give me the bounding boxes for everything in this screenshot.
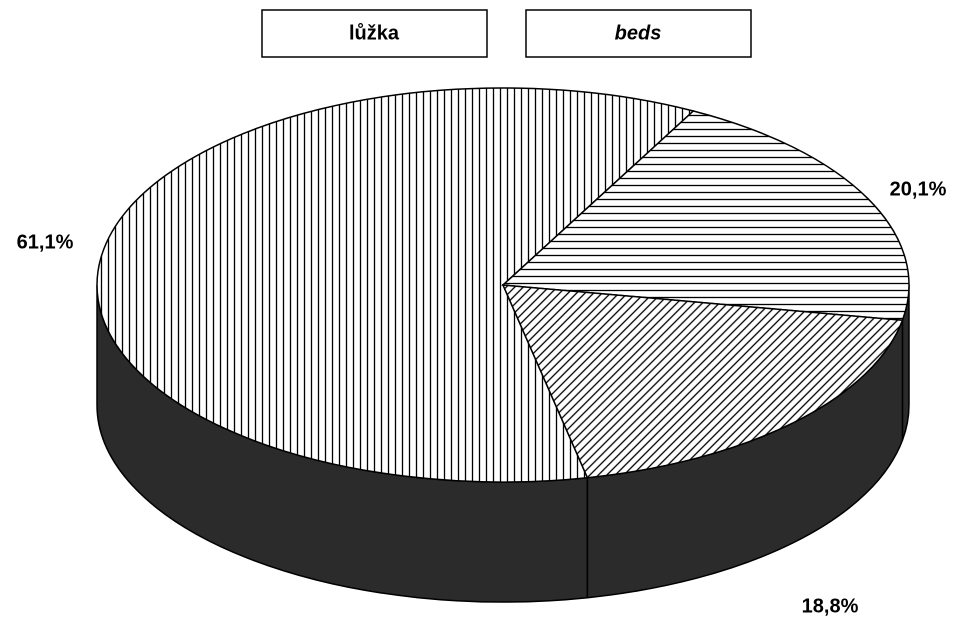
chart-title: lůžka [349, 22, 400, 44]
data-label: 18,8% [802, 595, 859, 617]
pie-slice [501, 110, 910, 322]
chart-subtitle: beds [615, 22, 662, 44]
data-label: 20,1% [890, 178, 947, 200]
pie-slice [96, 87, 695, 483]
data-label: 61,1% [17, 231, 74, 253]
pie-slice [501, 284, 904, 479]
title-box [261, 9, 488, 58]
subtitle-box [525, 9, 752, 58]
